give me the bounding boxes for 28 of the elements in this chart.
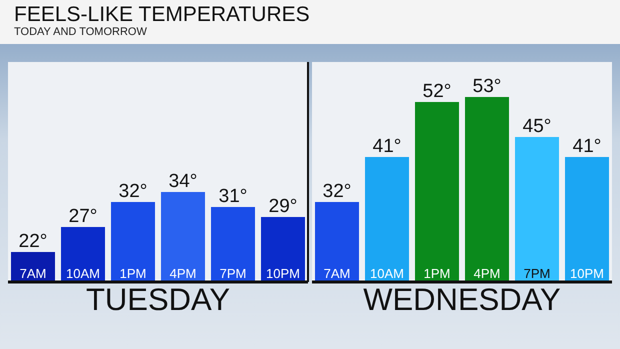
x-tick-label: 4PM [474, 266, 500, 281]
data-label: 52° [422, 81, 452, 102]
data-label: 53° [472, 76, 502, 97]
chart-title: FEELS-LIKE TEMPERATURES [14, 3, 310, 27]
data-label: 41° [372, 136, 402, 157]
data-label: 32° [118, 181, 148, 202]
x-tick-label: 10AM [370, 266, 404, 281]
x-tick-label: 10PM [266, 266, 300, 281]
chart-subtitle: TODAY AND TOMORROW [14, 26, 147, 38]
data-label: 31° [218, 186, 248, 207]
x-tick-label: 7PM [524, 266, 550, 281]
x-tick-label: 1PM [424, 266, 450, 281]
x-tick-label: 10PM [570, 266, 604, 281]
data-label: 22° [18, 231, 48, 252]
x-tick-label: 1PM [120, 266, 146, 281]
data-label: 29° [268, 196, 298, 217]
x-tick-label: 10AM [66, 266, 100, 281]
data-label: 34° [168, 171, 198, 192]
x-tick-label: 7AM [324, 266, 350, 281]
x-tick-label: 4PM [170, 266, 196, 281]
data-label: 41° [572, 136, 602, 157]
x-axis-title: WEDNESDAY [363, 282, 561, 318]
data-label: 32° [322, 181, 352, 202]
data-label: 27° [68, 206, 98, 227]
x-axis-title: TUESDAY [86, 282, 230, 318]
data-label: 45° [522, 116, 552, 137]
x-tick-label: 7AM [20, 266, 46, 281]
x-tick-label: 7PM [220, 266, 246, 281]
